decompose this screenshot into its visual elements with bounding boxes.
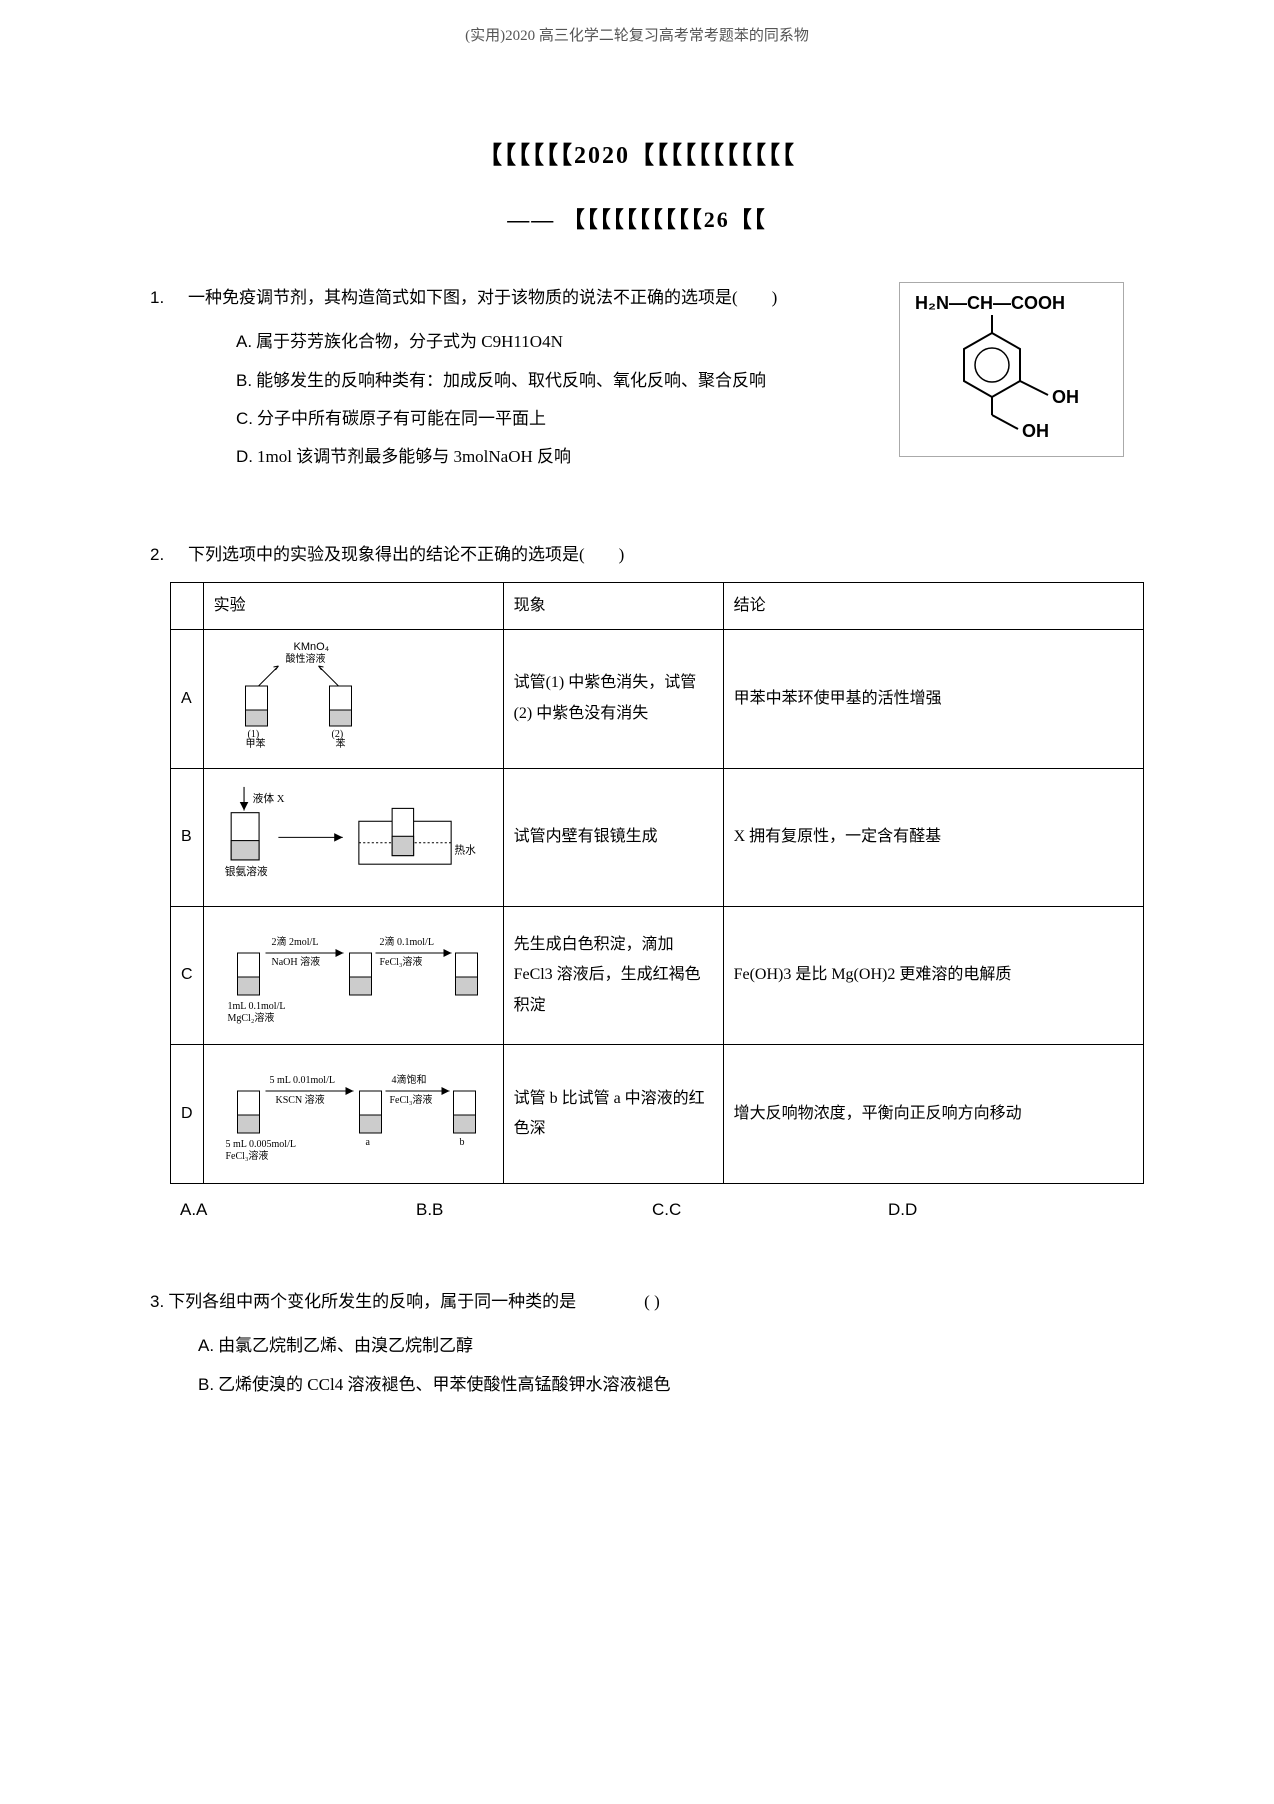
row-b-phen: 试管内壁有银镜生成 (503, 768, 723, 906)
svg-text:甲苯: 甲苯 (245, 737, 265, 748)
q1-option-c: C.分子中所有碳原子有可能在同一平面上 (236, 403, 881, 435)
q1-b-text: 能够发生的反响种类有：加成反响、取代反响、氧化反响、聚合反响 (256, 371, 766, 390)
d-base: 5 mL 0.005mol/L (225, 1139, 295, 1150)
q2-stem: 下列选项中的实验及现象得出的结论不正确的选项是( ) (188, 539, 1124, 571)
row-a-phen: 试管(1) 中紫色消失，试管(2) 中紫色没有消失 (503, 630, 723, 768)
q3-option-b: B.乙烯使溴的 CCl4 溶液褪色、甲苯使酸性高锰酸钾水溶液褪色 (198, 1369, 1124, 1401)
c-d1: 2滴 2mol/L (271, 935, 318, 948)
q1-option-a: A.属于芬芳族化合物，分子式为 C9H11O4N (236, 326, 881, 358)
row-c-concl: Fe(OH)3 是比 Mg(OH)2 更难溶的电解质 (723, 906, 1143, 1044)
q2-ans-c: C.C (652, 1194, 888, 1226)
reagent-label: KMnO₄ (293, 641, 329, 653)
row-b-svg: 液体 X 银氨溶液 热水 (214, 777, 493, 887)
th-phen: 现象 (503, 582, 723, 629)
subtitle-dash: —— (507, 207, 555, 232)
th-blank (171, 582, 204, 629)
liquid-x-label: 液体 X (252, 792, 284, 805)
title-year: 2020 (574, 143, 630, 169)
q1-molecule-figure: H₂N—CH—COOH OH OH (899, 282, 1124, 457)
experiment-table: 实验 现象 结论 A KMnO₄ 酸性溶液 (1) (170, 582, 1144, 1184)
q1-c-text: 分子中所有碳原子有可能在同一平面上 (257, 409, 546, 428)
d-base2: FeCl₃溶液 (225, 1149, 268, 1162)
row-a-svg: KMnO₄ 酸性溶液 (1) 甲苯 (2) 苯 (214, 638, 493, 748)
row-a-concl: 甲苯中苯环使甲基的活性增强 (723, 630, 1143, 768)
th-exp: 实验 (203, 582, 503, 629)
mol-top-text: H₂N—CH—COOH (915, 293, 1065, 313)
d-tb: b (459, 1137, 464, 1148)
q2-answer-row: A.A B.B C.C D.D (180, 1194, 1124, 1226)
c-d2b: FeCl₃溶液 (379, 955, 422, 968)
mol-oh2: OH (1022, 421, 1049, 441)
q2-ans-a: A.A (180, 1194, 416, 1226)
q3-number: 3. (150, 1286, 164, 1318)
row-d-diagram: 5 mL 0.01mol/L KSCN 溶液 a 4滴饱和 FeCl₃溶液 b … (203, 1045, 503, 1183)
question-2: 2. 下列选项中的实验及现象得出的结论不正确的选项是( ) 实验 现象 结论 A… (150, 539, 1124, 1226)
question-3: 3. 下列各组中两个变化所发生的反响，属于同一种类的是 ( ) A.由氯乙烷制乙… (150, 1286, 1124, 1401)
q1-stem: 一种免疫调节剂，其构造简式如下图，对于该物质的说法不正确的选项是( ) A.属于… (188, 282, 881, 479)
silver-sol-label: 银氨溶液 (224, 864, 267, 877)
row-b-diagram: 液体 X 银氨溶液 热水 (203, 768, 503, 906)
c-d2: 2滴 0.1mol/L (379, 935, 433, 948)
table-row: B 液体 X 银氨溶液 (171, 768, 1144, 906)
page-header: (实用)2020 高三化学二轮复习高考常考题苯的同系物 (150, 24, 1124, 45)
row-a-diagram: KMnO₄ 酸性溶液 (1) 甲苯 (2) 苯 (203, 630, 503, 768)
q3-b-text: 乙烯使溴的 CCl4 溶液褪色、甲苯使酸性高锰酸钾水溶液褪色 (218, 1375, 670, 1394)
title-suffix: 【【【【【【【【【【【 (630, 143, 796, 169)
d-d1: 5 mL 0.01mol/L (269, 1075, 334, 1086)
question-1: 1. 一种免疫调节剂，其构造简式如下图，对于该物质的说法不正确的选项是( ) A… (150, 282, 1124, 479)
row-c-phen: 先生成白色积淀，滴加 FeCl3 溶液后，生成红褐色积淀 (503, 906, 723, 1044)
d-d1b: KSCN 溶液 (275, 1093, 324, 1106)
q3-stem: 下列各组中两个变化所发生的反响，属于同一种类的是 ( ) (168, 1286, 1124, 1318)
q3-a-text: 由氯乙烷制乙烯、由溴乙烷制乙醇 (218, 1336, 473, 1355)
q1-a-text: 属于芬芳族化合物，分子式为 C9H11O4N (256, 332, 563, 351)
row-d-concl: 增大反响物浓度，平衡向正反响方向移动 (723, 1045, 1143, 1183)
row-c-svg: 2滴 2mol/L NaOH 溶液 2滴 0.1mol/L FeCl₃溶液 1m… (214, 915, 493, 1025)
row-a-label: A (171, 630, 204, 768)
row-d-svg: 5 mL 0.01mol/L KSCN 溶液 a 4滴饱和 FeCl₃溶液 b … (214, 1053, 493, 1163)
row-c-label: C (171, 906, 204, 1044)
table-row: C 2滴 2mol/L NaOH 溶液 2滴 0.1mol/L (171, 906, 1144, 1044)
row-c-diagram: 2滴 2mol/L NaOH 溶液 2滴 0.1mol/L FeCl₃溶液 1m… (203, 906, 503, 1044)
table-header-row: 实验 现象 结论 (171, 582, 1144, 629)
row-d-label: D (171, 1045, 204, 1183)
hot-water-label: 热水 (454, 843, 476, 856)
row-b-concl: X 拥有复原性，一定含有醛基 (723, 768, 1143, 906)
th-concl: 结论 (723, 582, 1143, 629)
d-d2b: FeCl₃溶液 (389, 1093, 432, 1106)
molecule-svg: H₂N—CH—COOH OH OH (910, 291, 1130, 441)
subtitle-num: 26 (704, 207, 730, 232)
q3-option-a: A.由氯乙烷制乙烯、由溴乙烷制乙醇 (198, 1330, 1124, 1362)
q1-number: 1. (150, 282, 170, 314)
d-ta: a (365, 1137, 370, 1148)
q1-stem-text: 一种免疫调节剂，其构造简式如下图，对于该物质的说法不正确的选项是( ) (188, 288, 777, 307)
reagent-note: 酸性溶液 (285, 652, 325, 665)
c-base2: MgCl₂溶液 (227, 1011, 274, 1024)
c-base: 1mL 0.1mol/L (227, 1001, 285, 1012)
subtitle: —— 【【【【【【【【【【26【【 (150, 202, 1124, 234)
table-row: A KMnO₄ 酸性溶液 (1) 甲苯 (171, 630, 1144, 768)
q2-ans-d: D.D (888, 1194, 1124, 1226)
c-d1b: NaOH 溶液 (271, 955, 320, 968)
q1-d-text: 1mol 该调节剂最多能够与 3molNaOH 反响 (257, 447, 571, 466)
main-title: 【【【【【【2020【【【【【【【【【【【 (150, 135, 1124, 170)
row-d-phen: 试管 b 比试管 a 中溶液的红色深 (503, 1045, 723, 1183)
table-row: D 5 mL 0.01mol/L KSCN 溶液 a 4 (171, 1045, 1144, 1183)
q2-number: 2. (150, 539, 170, 571)
svg-text:苯: 苯 (335, 737, 345, 748)
q2-ans-b: B.B (416, 1194, 652, 1226)
q1-option-b: B.能够发生的反响种类有：加成反响、取代反响、氧化反响、聚合反响 (236, 365, 881, 397)
mol-oh1: OH (1052, 387, 1079, 407)
row-b-label: B (171, 768, 204, 906)
subtitle-prefix: 【【【【【【【【【【 (563, 207, 704, 232)
q1-option-d: D.1mol 该调节剂最多能够与 3molNaOH 反响 (236, 441, 881, 473)
subtitle-suffix: 【【 (730, 207, 767, 232)
title-prefix: 【【【【【【 (478, 143, 574, 169)
d-d2: 4滴饱和 (391, 1073, 426, 1086)
